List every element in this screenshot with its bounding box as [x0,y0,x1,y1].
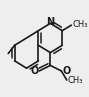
Text: O: O [62,66,70,76]
Text: O: O [30,66,38,76]
Text: CH₃: CH₃ [72,20,88,29]
Text: CH₃: CH₃ [68,76,83,85]
Text: N: N [46,17,54,27]
